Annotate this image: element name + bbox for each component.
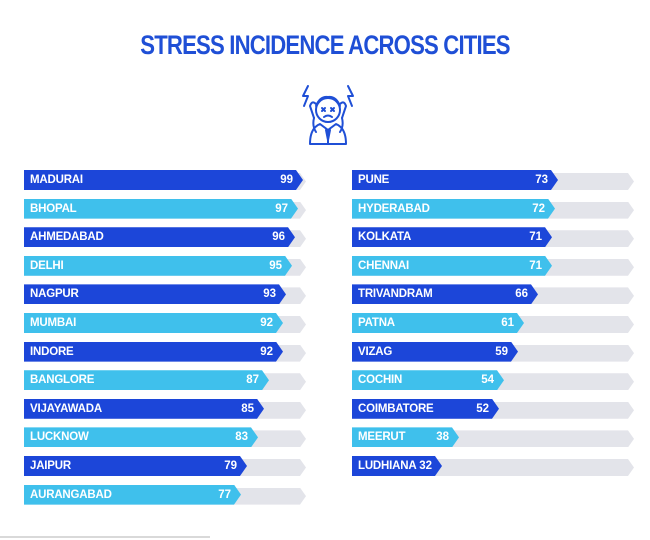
bar	[24, 456, 247, 476]
bar-value-label: 87	[246, 374, 259, 387]
bar-row: NAGPUR 93	[24, 284, 306, 304]
bar-category-label: MEERUT	[358, 431, 406, 444]
bar	[352, 399, 499, 419]
bar	[352, 456, 442, 476]
bar-category-label: VIZAG	[358, 345, 393, 358]
bar-value-label: 83	[235, 431, 248, 444]
bar-row: VIZAG 59	[352, 342, 634, 362]
bar-category-label: MADURAI	[30, 174, 83, 186]
bar-row: HYDERABAD 72	[352, 199, 634, 219]
bar-row: AURANGABAD 77	[24, 485, 306, 505]
bar-value-label: 99	[280, 174, 293, 186]
bar	[352, 427, 459, 447]
bar-value-label: 77	[218, 488, 231, 501]
bar-value-label: 32	[419, 460, 432, 472]
bar-row: MUMBAI 92	[24, 313, 306, 333]
bar-value-label: 92	[260, 317, 273, 329]
bar-category-label: TRIVANDRAM	[358, 288, 433, 301]
bar-value-label: 93	[263, 288, 276, 301]
bar	[352, 170, 558, 190]
bar-row: PATNA 61	[352, 313, 634, 333]
bar-row: TRIVANDRAM 66	[352, 284, 634, 304]
bar-value-label: 85	[241, 402, 254, 415]
bar-value-label: 72	[532, 202, 545, 215]
bar-row: DELHI 95	[24, 256, 306, 276]
bar-row: INDORE 92	[24, 342, 306, 362]
bar	[24, 170, 303, 190]
bar-value-label: 71	[529, 259, 542, 272]
bar-row: KOLKATA 71	[352, 227, 634, 247]
stressed-person-icon	[302, 85, 354, 145]
bar-value-label: 71	[529, 231, 542, 244]
bar-category-label: COCHIN	[358, 374, 403, 387]
bar	[352, 227, 552, 247]
bar-category-label: INDORE	[30, 345, 74, 358]
bar-row: COIMBATORE 52	[352, 399, 634, 419]
bar-row: CHENNAI 71	[352, 256, 634, 276]
bar-value-label: 52	[476, 402, 489, 415]
bar-row: AHMEDABAD 96	[24, 227, 306, 247]
bar	[24, 370, 269, 390]
bar-category-label: AHMEDABAD	[30, 231, 104, 244]
bar	[24, 313, 283, 333]
bar-row: VIJAYAWADA 85	[24, 399, 306, 419]
bar-category-label: PATNA	[358, 317, 395, 329]
bar-row: COCHIN 54	[352, 370, 634, 390]
bar-row: BHOPAL 97	[24, 199, 306, 219]
bar-value-label: 38	[436, 431, 449, 444]
bar	[24, 399, 264, 419]
bar-category-label: BANGLORE	[30, 374, 95, 387]
bar-row: LUCKNOW 83	[24, 427, 306, 447]
bar-category-label: HYDERABAD	[358, 202, 430, 215]
bar-row: BANGLORE 87	[24, 370, 306, 390]
bar-category-label: CHENNAI	[358, 259, 409, 272]
bar	[352, 199, 555, 219]
bar-row: MADURAI 99	[24, 170, 306, 190]
bar	[24, 342, 283, 362]
bar	[352, 313, 524, 333]
bar-value-label: 73	[535, 174, 548, 186]
bar	[352, 284, 538, 304]
bar-value-label: 66	[515, 288, 528, 301]
bar-category-label: BHOPAL	[30, 202, 77, 215]
bar-row: JAIPUR 79	[24, 456, 306, 476]
bar-value-label: 79	[224, 460, 237, 472]
chart-title: STRESS INCIDENCE ACROSS CITIES	[140, 30, 510, 60]
bar-category-label: NAGPUR	[30, 288, 79, 301]
bar-row: MEERUT 38	[352, 427, 634, 447]
bar-row: PUNE 73	[352, 170, 634, 190]
bar-value-label: 54	[481, 374, 494, 387]
bar-category-label: AURANGABAD	[30, 488, 112, 501]
bar-value-label: 97	[275, 202, 288, 215]
bar-row: LUDHIANA 32	[352, 456, 634, 476]
bar-value-label: 96	[272, 231, 285, 244]
bar-category-label: JAIPUR	[30, 460, 71, 472]
bar-category-label: KOLKATA	[358, 231, 412, 244]
bar-category-label: MUMBAI	[30, 317, 77, 329]
bar-category-label: VIJAYAWADA	[30, 402, 102, 415]
bar-value-label: 95	[269, 259, 282, 272]
bar-value-label: 92	[260, 345, 273, 358]
bar	[352, 370, 504, 390]
bar-category-label: COIMBATORE	[358, 402, 434, 415]
bar-category-label: DELHI	[30, 259, 64, 272]
bar	[24, 284, 286, 304]
bar	[352, 342, 518, 362]
bar-category-label: LUDHIANA	[358, 460, 417, 472]
bar-value-label: 61	[501, 317, 514, 329]
bar	[24, 256, 292, 276]
bar	[24, 199, 298, 219]
bar	[24, 427, 258, 447]
bar-category-label: LUCKNOW	[30, 431, 89, 444]
bar	[352, 256, 552, 276]
bar-value-label: 59	[495, 345, 508, 358]
bar	[24, 485, 241, 505]
bar-category-label: PUNE	[358, 174, 390, 186]
footer-divider	[0, 536, 210, 538]
bar	[24, 227, 295, 247]
